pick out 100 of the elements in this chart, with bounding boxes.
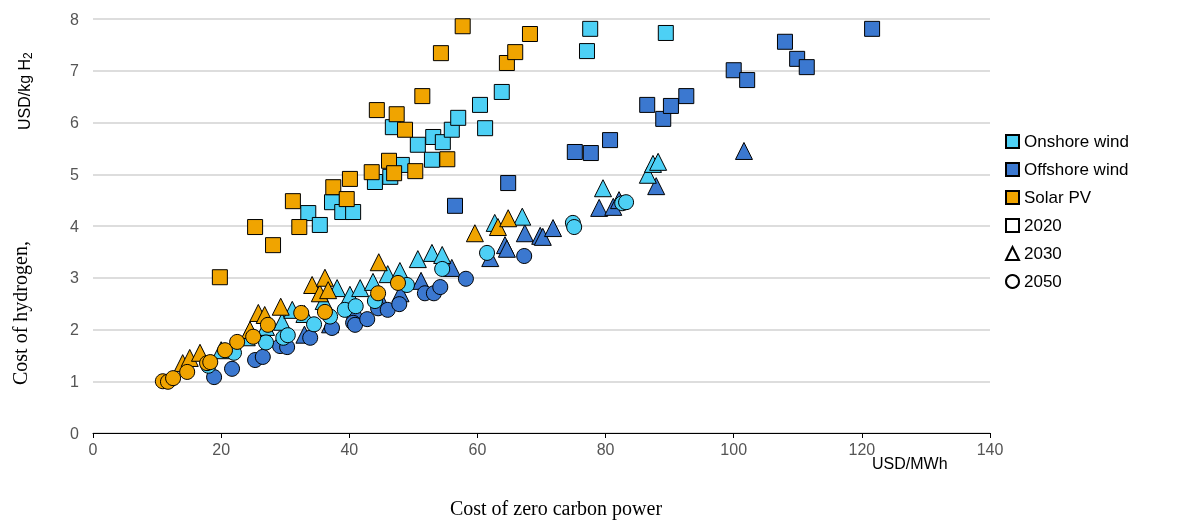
point xyxy=(408,250,427,269)
point xyxy=(341,170,358,187)
point xyxy=(734,141,753,160)
point xyxy=(582,145,599,162)
point xyxy=(271,297,290,316)
point xyxy=(432,45,449,62)
point xyxy=(662,97,679,114)
legend-label: 2030 xyxy=(1024,244,1062,263)
legend-label: Offshore wind xyxy=(1024,160,1129,179)
point xyxy=(594,179,613,198)
point xyxy=(391,296,408,313)
point xyxy=(678,88,695,105)
legend-label: Solar PV xyxy=(1024,188,1092,207)
point xyxy=(338,191,355,208)
point xyxy=(265,237,282,254)
point xyxy=(500,175,517,192)
point xyxy=(544,219,563,238)
point xyxy=(347,298,364,315)
legend-label: 2020 xyxy=(1024,216,1062,235)
y-tick-label: 4 xyxy=(70,217,80,235)
y-tick-label: 2 xyxy=(70,321,80,338)
point xyxy=(302,329,319,346)
point xyxy=(279,327,296,344)
point xyxy=(798,59,815,76)
point xyxy=(254,348,271,365)
point xyxy=(457,270,474,287)
point xyxy=(284,193,301,210)
point xyxy=(447,197,463,214)
point xyxy=(258,334,274,351)
point xyxy=(465,224,484,243)
point xyxy=(386,165,403,182)
point xyxy=(423,151,440,168)
point xyxy=(439,151,456,168)
point xyxy=(649,152,668,171)
text: USD/kg H2 xyxy=(15,51,35,130)
point xyxy=(363,164,380,181)
point xyxy=(647,177,666,196)
x-tick-label: 40 xyxy=(340,440,359,458)
x-tick-label: 60 xyxy=(468,440,487,458)
point xyxy=(590,198,609,217)
point xyxy=(245,328,262,345)
point xyxy=(479,244,496,261)
point xyxy=(454,18,471,35)
point xyxy=(407,163,424,180)
point xyxy=(450,109,467,126)
point xyxy=(319,281,338,300)
point xyxy=(566,219,583,236)
point xyxy=(306,316,323,333)
y-tick-label: 6 xyxy=(70,114,80,131)
point xyxy=(325,179,342,196)
x-tick-label: 140 xyxy=(976,440,1004,458)
x-tick-label: 20 xyxy=(212,440,231,458)
point xyxy=(351,279,370,298)
point xyxy=(499,209,518,228)
point xyxy=(414,88,431,105)
point xyxy=(397,121,414,138)
point xyxy=(409,136,426,153)
point xyxy=(432,279,449,296)
point xyxy=(488,218,507,237)
y-tick-label: 3 xyxy=(70,269,80,287)
point xyxy=(566,144,583,160)
point xyxy=(725,62,742,79)
point xyxy=(513,207,532,226)
y-tick-label: 1 xyxy=(70,372,80,390)
point xyxy=(293,304,310,321)
point xyxy=(516,248,533,265)
x-tick-label: 0 xyxy=(88,440,98,458)
point xyxy=(247,219,264,236)
point xyxy=(316,303,333,320)
point xyxy=(359,311,376,328)
x-axis-title: Cost of zero carbon power xyxy=(449,497,663,520)
point xyxy=(217,342,233,359)
y-tick-label: 0 xyxy=(70,424,80,442)
point xyxy=(224,360,241,377)
legend-label: 2050 xyxy=(1024,272,1062,291)
x-tick-label: 80 xyxy=(596,440,615,458)
point xyxy=(434,260,451,277)
point xyxy=(311,216,328,233)
point xyxy=(515,224,534,243)
point xyxy=(369,253,388,272)
point xyxy=(179,363,196,380)
point xyxy=(165,370,182,387)
y-tick-label: 5 xyxy=(70,165,80,183)
point xyxy=(639,96,656,113)
point xyxy=(291,219,308,236)
point xyxy=(477,120,494,137)
point xyxy=(582,20,599,37)
legend-label: Onshore wind xyxy=(1024,132,1129,151)
point xyxy=(776,33,793,50)
point xyxy=(206,369,223,386)
point xyxy=(388,106,405,123)
x-tick-label: 100 xyxy=(720,440,748,458)
y-tick-label: 8 xyxy=(70,10,80,28)
point xyxy=(493,83,510,100)
point xyxy=(618,194,635,211)
point xyxy=(578,43,595,60)
point xyxy=(368,102,385,119)
point xyxy=(602,132,619,149)
point xyxy=(657,24,674,41)
y-axis-title: Cost of hydrogen, xyxy=(9,241,32,385)
